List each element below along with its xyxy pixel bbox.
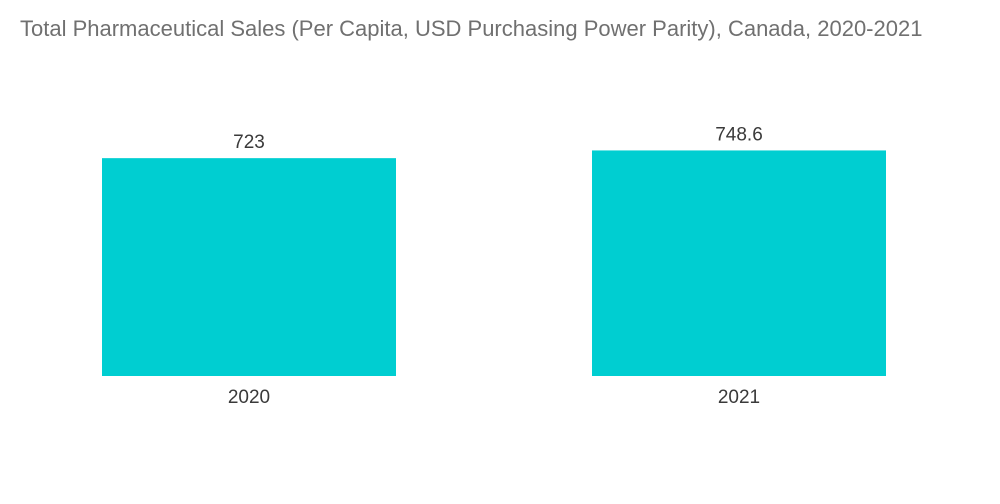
labels-layer: 723 2020 748.6 2021: [228, 124, 763, 408]
bar-2020: [102, 158, 396, 376]
data-label-2020: 723: [233, 132, 265, 153]
chart-title: Total Pharmaceutical Sales (Per Capita, …: [20, 16, 923, 41]
bars-layer: [102, 150, 886, 376]
x-tick-label-2020: 2020: [228, 387, 270, 408]
x-tick-label-2021: 2021: [718, 387, 760, 408]
bar-2021: [592, 150, 886, 376]
data-label-2021: 748.6: [715, 124, 763, 145]
